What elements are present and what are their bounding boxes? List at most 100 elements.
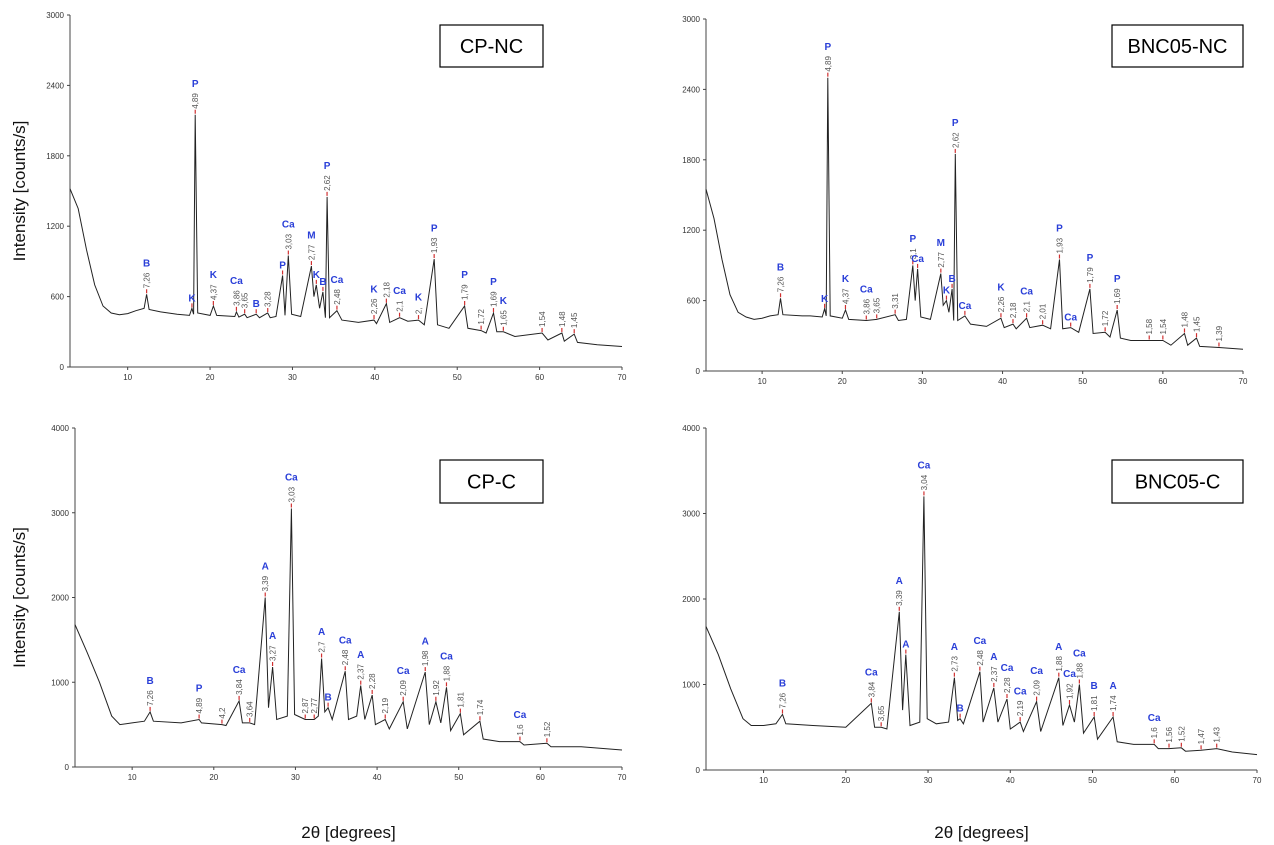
x-tick-label: 20 xyxy=(206,373,215,382)
d-spacing-label: 1,79 xyxy=(1086,267,1095,283)
y-tick-label: 600 xyxy=(51,293,65,302)
d-spacing-label: 1,72 xyxy=(477,309,486,325)
y-tick-label: 3000 xyxy=(51,509,69,518)
d-spacing-label: 1,69 xyxy=(489,291,498,307)
d-spacing-label: 1,47 xyxy=(1197,728,1206,744)
d-spacing-label: 3,39 xyxy=(895,590,904,606)
panel-label: BNC05-NC xyxy=(1127,36,1227,58)
d-spacing-label: 2,18 xyxy=(1009,302,1018,318)
d-spacing-label: 1,79 xyxy=(461,284,470,300)
d-spacing-label: 2,26 xyxy=(370,298,379,314)
d-spacing-label: 2,1 xyxy=(1023,301,1032,313)
d-spacing-label: 1,72 xyxy=(1101,310,1110,326)
d-spacing-label: 1,6 xyxy=(1150,727,1159,739)
d-spacing-label: 3,03 xyxy=(284,233,293,249)
phase-label: K xyxy=(500,296,508,307)
phase-label: A xyxy=(1109,681,1116,692)
x-tick-label: 70 xyxy=(1239,377,1248,386)
phase-label: Ca xyxy=(1020,287,1033,298)
d-spacing-label: 1,45 xyxy=(1193,316,1202,332)
d-spacing-label: 1,52 xyxy=(1177,726,1186,742)
d-spacing-label: 3,86 xyxy=(232,290,241,306)
xrd-trace xyxy=(74,508,623,751)
panel-label: CP-NC xyxy=(460,36,523,58)
d-spacing-label: 1,74 xyxy=(1109,695,1118,711)
phase-label: A xyxy=(902,640,909,651)
x-tick-label: 10 xyxy=(758,377,767,386)
d-spacing-label: 1,58 xyxy=(1145,318,1154,334)
d-spacing-label: 2,37 xyxy=(990,666,999,682)
phase-label: Ca xyxy=(1014,686,1027,697)
d-spacing-label: 2,28 xyxy=(1003,677,1012,693)
y-tick-label: 0 xyxy=(60,363,65,372)
phase-label: K xyxy=(415,293,423,304)
d-spacing-label: 2,28 xyxy=(368,673,377,689)
phase-label: K xyxy=(842,274,850,285)
d-spacing-label: 2,62 xyxy=(951,132,960,148)
y-tick-label: 3000 xyxy=(682,510,700,519)
d-spacing-label: 1,48 xyxy=(558,311,567,327)
d-spacing-label: 2,77 xyxy=(937,251,946,267)
chart-panel: 0 1000 2000 3000 4000 10 20 30 40 50 60 70 7,26 B 4,89… xyxy=(10,424,627,842)
y-tick-label: 1000 xyxy=(682,681,700,690)
d-spacing-label: 2,18 xyxy=(382,282,391,298)
phase-label: Ca xyxy=(331,275,344,286)
phase-label: A xyxy=(422,636,429,647)
d-spacing-label: 1,52 xyxy=(543,721,552,737)
d-spacing-label: 1,92 xyxy=(432,680,441,696)
phase-label: P xyxy=(461,270,468,281)
phase-label: K xyxy=(188,293,196,304)
d-spacing-label: 2,09 xyxy=(1033,679,1042,695)
x-tick-label: 60 xyxy=(536,773,545,782)
x-tick-label: 70 xyxy=(1253,776,1262,785)
x-tick-label: 20 xyxy=(838,377,847,386)
d-spacing-label: 3,39 xyxy=(261,575,270,591)
y-tick-label: 0 xyxy=(696,766,701,775)
y-tick-label: 0 xyxy=(65,763,70,772)
y-axis-label: Intensity [counts/s] xyxy=(10,527,29,668)
d-spacing-label: 7,26 xyxy=(777,276,786,292)
d-spacing-label: 4,89 xyxy=(824,56,833,72)
x-tick-label: 20 xyxy=(841,776,850,785)
y-tick-label: 1200 xyxy=(682,226,700,235)
phase-label: A xyxy=(896,576,903,587)
phase-label: A xyxy=(318,627,325,638)
phase-label: P xyxy=(1087,253,1094,264)
d-spacing-label: 2,37 xyxy=(357,664,366,680)
d-spacing-label: 1,43 xyxy=(1213,727,1222,743)
d-spacing-label: 7,26 xyxy=(778,692,787,708)
panel-label: CP-C xyxy=(467,472,516,494)
phase-label: M xyxy=(937,238,945,249)
phase-label: B xyxy=(948,274,955,285)
d-spacing-label: 7,26 xyxy=(143,272,152,288)
d-spacing-label: 2,26 xyxy=(997,296,1006,312)
d-spacing-label: 4,37 xyxy=(209,284,218,300)
phase-label: Ca xyxy=(860,285,873,296)
d-spacing-label: 3,04 xyxy=(920,474,929,490)
d-spacing-label: 3,84 xyxy=(235,679,244,695)
phase-label: K xyxy=(997,282,1005,293)
x-tick-label: 30 xyxy=(918,377,927,386)
x-tick-label: 70 xyxy=(618,773,627,782)
d-spacing-label: 7,26 xyxy=(146,690,155,706)
phase-label: K xyxy=(210,270,218,281)
d-spacing-label: 4,2 xyxy=(218,707,227,719)
y-tick-label: 0 xyxy=(696,367,701,376)
x-tick-label: 40 xyxy=(370,373,379,382)
phase-label: K xyxy=(370,284,378,295)
panel-label-box xyxy=(439,24,544,68)
phase-label: Ca xyxy=(282,220,295,231)
phase-label: P xyxy=(490,277,497,288)
d-spacing-label: 1,45 xyxy=(570,312,579,328)
d-spacing-label: 1,88 xyxy=(1075,662,1084,678)
y-tick-label: 2400 xyxy=(682,85,700,94)
phase-label: P xyxy=(1056,224,1063,235)
phase-label: P xyxy=(824,42,831,53)
phase-label: Ca xyxy=(514,710,527,721)
phase-label: B xyxy=(1091,681,1098,692)
d-spacing-label: 2,19 xyxy=(381,697,390,713)
x-tick-label: 10 xyxy=(759,776,768,785)
phase-label: P xyxy=(1114,274,1121,285)
phase-label: Ca xyxy=(1063,669,1076,680)
